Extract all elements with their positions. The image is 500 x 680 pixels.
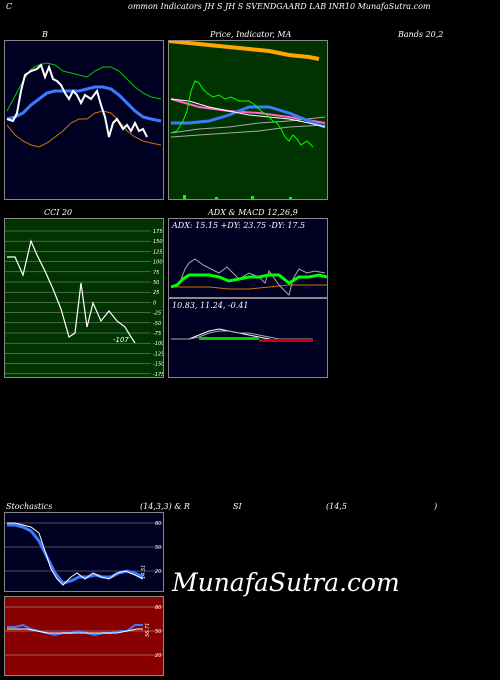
cci-tick-label: 0 — [153, 300, 156, 306]
cci-tick-label: 175 — [153, 229, 163, 235]
bands-label: Bands 20,2 — [398, 30, 444, 39]
rsi-params: (14,5 — [326, 502, 347, 511]
bollinger-chart — [4, 40, 164, 200]
cci-tick-label: -75 — [153, 331, 161, 337]
adx-chart: ADX: 15.15 +DY: 23.75 -DY: 17.5 — [168, 218, 328, 298]
rsi-current-value: 56.71 — [145, 623, 151, 637]
price-label: Price, Indicator, MA — [210, 30, 292, 39]
macd-values: 10.83, 11.24, -0.41 — [172, 301, 249, 310]
price-chart — [168, 40, 328, 200]
cci-tick-label: -125 — [153, 351, 164, 357]
rsi-tick-label: 50 — [155, 629, 161, 635]
stoch-tick-label: 50 — [155, 545, 161, 551]
cci-tick-label: -150 — [153, 362, 164, 368]
cci-tick-label: -100 — [153, 341, 164, 347]
rsi-label: SI — [233, 502, 242, 511]
cci-tick-label: 75 — [153, 270, 159, 276]
adx-values: ADX: 15.15 +DY: 23.75 -DY: 17.5 — [172, 221, 306, 230]
stoch-tick-label: 80 — [155, 521, 161, 527]
stoch-tick-label: 20 — [155, 569, 161, 575]
bb-label: B — [42, 30, 48, 39]
cci-tick-label: 125 — [153, 249, 163, 255]
watermark: MunafaSutra.com — [172, 568, 400, 597]
stoch-label: Stochastics — [6, 502, 53, 511]
header-title: ommon Indicators JH S JH S SVENDGAARD LA… — [128, 2, 431, 11]
cci-chart: -107 175 150 125 100 75 50 25 0 -25 -50 -75 -100 -12… — [4, 218, 164, 378]
rsi-chart: 56.71 80 50 20 — [4, 596, 164, 676]
rsi-close: ) — [434, 502, 438, 511]
cci-tick-label: -175 — [153, 372, 164, 378]
macd-chart: 10.83, 11.24, -0.41 — [168, 298, 328, 378]
cci-current-value: -107 — [113, 336, 129, 344]
adx-label: ADX & MACD 12,26,9 — [208, 208, 298, 217]
rsi-tick-label: 20 — [155, 653, 161, 659]
cci-tick-label: 150 — [153, 239, 163, 245]
cci-tick-label: -50 — [153, 321, 161, 327]
stoch-params: (14,3,3) & R — [140, 502, 190, 511]
cci-tick-label: -25 — [153, 311, 161, 317]
cci-tick-label: 100 — [153, 260, 163, 266]
cci-label: CCI 20 — [44, 208, 73, 217]
cci-tick-label: 50 — [153, 280, 159, 286]
stochastic-chart: 14.51 80 50 20 — [4, 512, 164, 592]
cci-tick-label: 25 — [153, 290, 159, 296]
header-left: C — [6, 2, 13, 11]
stoch-current-value: 14.51 — [141, 565, 147, 579]
rsi-tick-label: 80 — [155, 605, 161, 611]
